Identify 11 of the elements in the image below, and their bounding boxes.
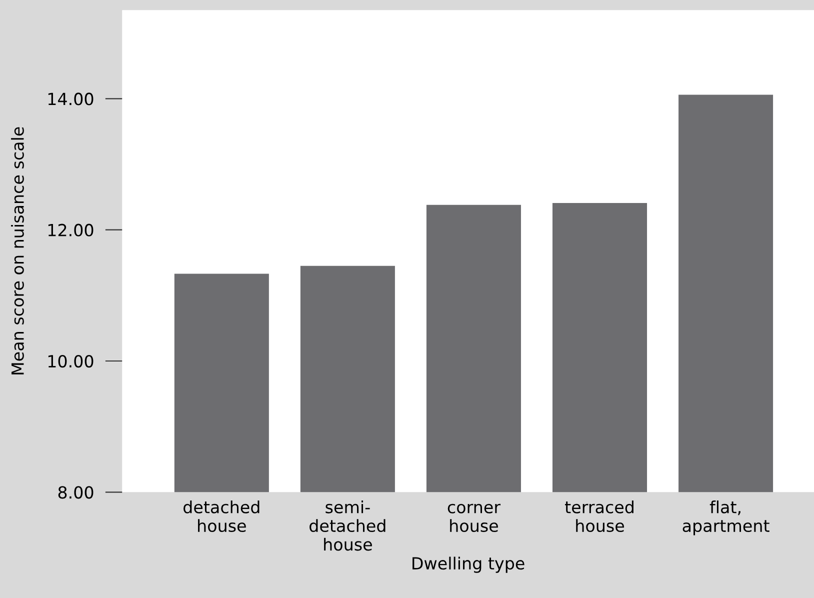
x-tick-label: terraced house [564, 500, 634, 532]
y-tick-label: 8.00 [58, 486, 94, 499]
x-tick-label: flat, apartment [682, 500, 770, 536]
y-tick-label: 10.00 [48, 354, 94, 368]
x-axis-title: Dwelling type [412, 556, 524, 573]
x-tick-label: detached house [184, 500, 260, 532]
y-tick-label: 12.00 [48, 224, 94, 236]
y-tick-label: 14.00 [48, 92, 94, 106]
x-tick-label: corner house [448, 504, 501, 532]
x-tick-label: semi- detached house [310, 500, 386, 551]
y-axis-title: Mean score on nuisance scale [11, 127, 24, 374]
